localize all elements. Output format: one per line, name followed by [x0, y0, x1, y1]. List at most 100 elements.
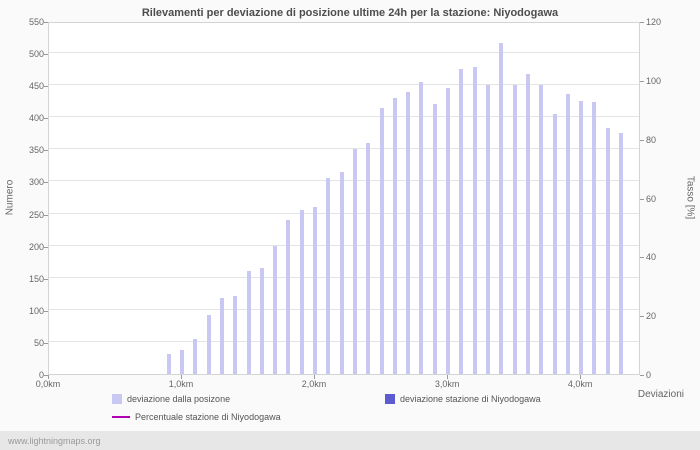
deviation-bar: [525, 73, 530, 374]
gridline: [49, 276, 639, 278]
y-axis-left-tick: [44, 342, 48, 344]
x-axis-tick: [181, 375, 183, 379]
legend-swatch-dark-bar-icon: [385, 394, 395, 404]
y-axis-left-tick-label: 350: [28, 145, 44, 156]
y-axis-left-tick: [44, 278, 48, 280]
y-axis-left-tick: [44, 375, 48, 376]
plot-area: [48, 22, 640, 375]
deviation-bar: [273, 245, 278, 374]
deviation-bar: [605, 128, 610, 374]
gridline: [49, 52, 639, 54]
deviation-bar: [499, 43, 504, 374]
x-axis-tick-label: 1,0km: [168, 379, 194, 389]
deviation-bar: [512, 85, 517, 374]
y-axis-left-tick: [44, 118, 48, 120]
y-axis-left-tick-label: 0: [38, 370, 44, 380]
deviation-bar: [392, 98, 397, 374]
y-axis-right-tick: [640, 139, 644, 141]
x-axis-tick: [314, 375, 316, 379]
footer-site-text: www.lightningmaps.org: [8, 436, 101, 446]
x-axis-tick-label: 4,0km: [567, 379, 593, 389]
deviation-bar: [592, 101, 597, 374]
y-axis-right-tick-label: 120: [646, 17, 662, 27]
y-axis-left-tick-label: 50: [33, 337, 44, 348]
gridline: [49, 244, 639, 246]
x-axis-tick: [48, 375, 49, 379]
deviation-bar: [233, 296, 238, 374]
x-axis-tick: [447, 375, 449, 379]
deviation-bar: [552, 114, 557, 374]
gridline: [49, 308, 639, 310]
y-axis-right-tick: [640, 80, 644, 82]
deviation-bar: [579, 101, 584, 374]
y-axis-right-tick: [640, 22, 644, 23]
deviation-bar: [539, 85, 544, 374]
deviation-bar: [366, 142, 371, 374]
y-axis-right-tick-label: 20: [646, 311, 657, 322]
deviation-bar: [299, 210, 304, 374]
y-axis-right-title: Tasso [%]: [684, 175, 696, 220]
legend-label-station-percentage: Percentuale stazione di Niyodogawa: [135, 412, 281, 422]
legend-swatch-light-bar-icon: [112, 394, 122, 404]
x-axis-tick: [580, 375, 582, 379]
y-axis-right-tick: [640, 375, 644, 376]
y-axis-left-tick: [44, 54, 48, 56]
x-axis-tick-label: 0,0km: [35, 379, 61, 389]
y-axis-left-tick-label: 400: [28, 113, 44, 124]
legend-item-station-percentage: Percentuale stazione di Niyodogawa: [112, 412, 281, 422]
deviation-bar: [565, 93, 570, 374]
y-axis-right-tick-label: 40: [646, 252, 657, 263]
legend-swatch-line-icon: [112, 416, 130, 418]
deviation-bar: [193, 338, 198, 374]
y-axis-left-tick-label: 250: [28, 209, 44, 220]
y-axis-left-tick-label: 100: [28, 305, 44, 316]
deviation-bar: [432, 104, 437, 374]
y-axis-left-tick: [44, 214, 48, 216]
y-axis-left-tick: [44, 150, 48, 152]
y-axis-left-tick: [44, 246, 48, 248]
legend-label-deviation-position: deviazione dalla posizone: [127, 394, 231, 404]
legend-label-station-deviation: deviazione stazione di Niyodogawa: [400, 394, 541, 404]
gridline: [49, 180, 639, 182]
x-axis-tick-label: 2,0km: [301, 379, 327, 389]
y-axis-right-tick: [640, 257, 644, 259]
deviation-bar: [406, 91, 411, 374]
x-axis-tick-label: 3,0km: [434, 379, 460, 389]
y-axis-right-tick: [640, 198, 644, 200]
gridline: [49, 148, 639, 150]
deviation-bar: [619, 133, 624, 374]
deviation-bar: [326, 178, 331, 374]
deviation-bar: [206, 314, 211, 374]
deviation-bar: [339, 171, 344, 374]
legend-item-deviation-position: deviazione dalla posizone: [112, 394, 230, 404]
y-axis-left-tick: [44, 182, 48, 184]
x-axis-title: Deviazioni: [637, 389, 684, 400]
deviation-bar: [459, 69, 464, 374]
y-axis-right-tick-label: 100: [646, 75, 662, 86]
gridline: [49, 84, 639, 86]
y-axis-right-tick-label: 0: [646, 370, 652, 380]
deviation-bar: [446, 88, 451, 374]
deviation-bar: [352, 149, 357, 374]
y-axis-left-tick: [44, 310, 48, 312]
y-axis-left-tick-label: 150: [28, 273, 44, 284]
deviation-bar: [166, 354, 171, 374]
y-axis-left-tick-label: 200: [28, 241, 44, 252]
deviation-bar: [286, 219, 291, 374]
y-axis-left-tick: [44, 86, 48, 88]
gridline: [49, 116, 639, 118]
deviation-bar: [486, 85, 490, 374]
y-axis-left-tick: [44, 22, 48, 23]
chart-title: Rilevamenti per deviazione di posizione …: [141, 7, 559, 19]
y-axis-right-tick-label: 80: [646, 134, 657, 145]
y-axis-left-tick-label: 550: [28, 17, 44, 27]
deviation-bar: [419, 81, 424, 374]
deviation-bar: [180, 350, 185, 374]
deviation-bar: [313, 207, 318, 374]
y-axis-right-tick-label: 60: [646, 193, 657, 204]
footer-bar: www.lightningmaps.org: [0, 431, 700, 450]
deviation-bar: [219, 298, 224, 374]
legend-item-station-deviation: deviazione stazione di Niyodogawa: [385, 394, 541, 404]
y-axis-left-tick-label: 500: [28, 49, 44, 60]
